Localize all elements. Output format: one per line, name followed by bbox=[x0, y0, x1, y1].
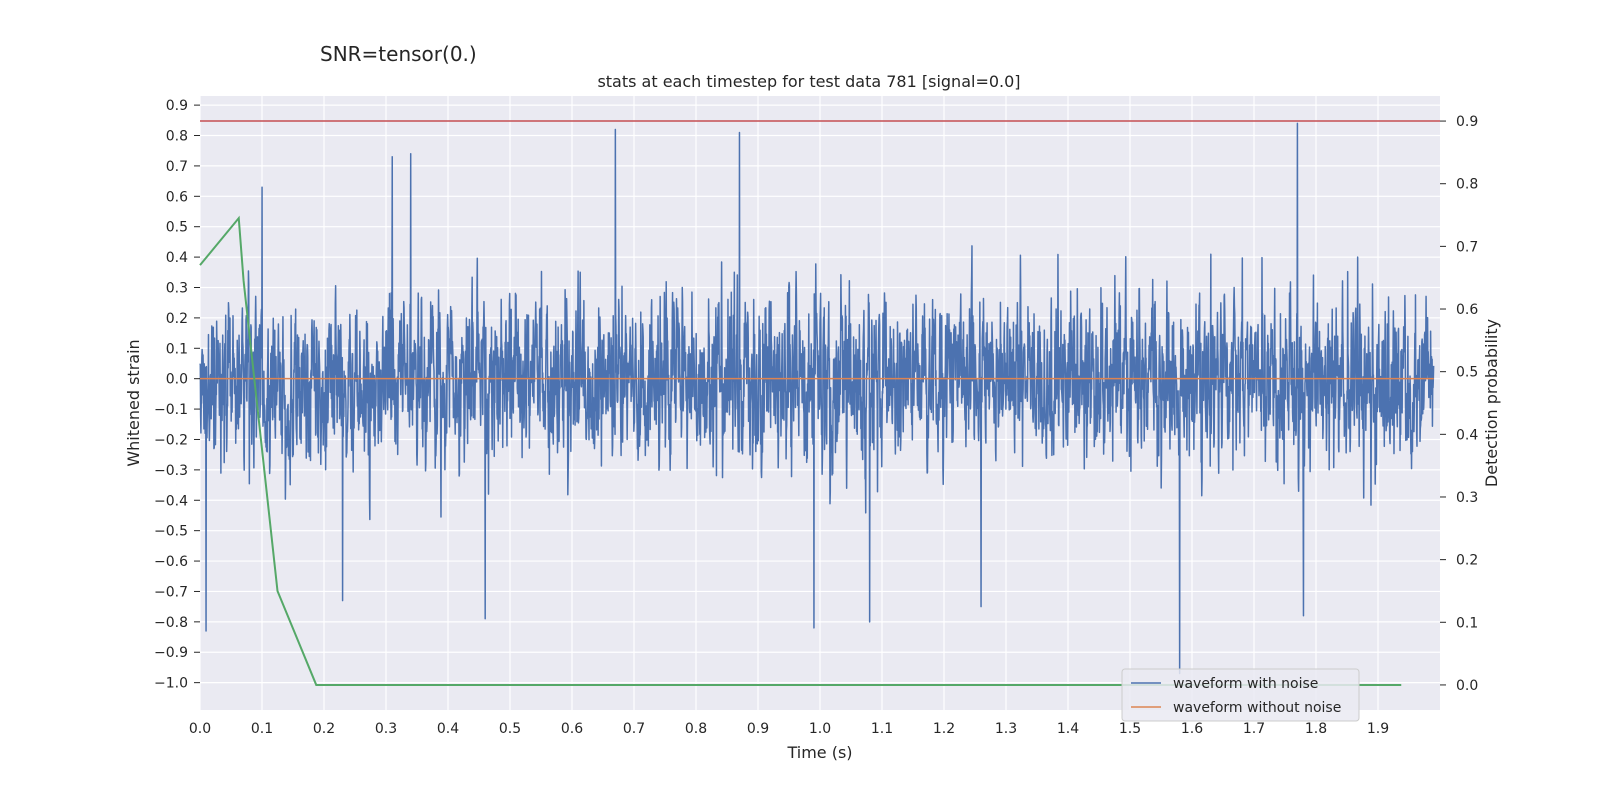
x-tick-label: 0.0 bbox=[189, 721, 211, 737]
chart-title: stats at each timestep for test data 781… bbox=[597, 72, 1020, 91]
y-tick-label: −1.0 bbox=[154, 676, 188, 692]
right-tick-label: 0.9 bbox=[1456, 114, 1478, 130]
x-tick-label: 1.0 bbox=[809, 721, 831, 737]
right-axis-ticks: 0.9 0.8 0.7 0.6 0.5 0.4 0.3 0.2 0.1 0.0 bbox=[1440, 114, 1478, 694]
y-tick-label: 0.0 bbox=[166, 372, 188, 388]
x-axis-label: Time (s) bbox=[786, 743, 852, 762]
x-tick-label: 0.7 bbox=[623, 721, 645, 737]
x-tick-label: 1.1 bbox=[871, 721, 893, 737]
x-tick-label: 1.9 bbox=[1367, 721, 1389, 737]
x-tick-label: 1.8 bbox=[1305, 721, 1327, 737]
x-axis-ticks: 0.0 0.1 0.2 0.3 0.4 0.5 0.6 0.7 0.8 0.9 1.0 1.1 1.2 1… bbox=[189, 721, 1389, 737]
right-tick-label: 0.4 bbox=[1456, 427, 1478, 443]
x-tick-label: 1.3 bbox=[995, 721, 1017, 737]
x-tick-label: 0.8 bbox=[685, 721, 707, 737]
y-tick-label: 0.5 bbox=[166, 220, 188, 236]
y-tick-label: −0.2 bbox=[154, 432, 188, 448]
right-axis-label: Detection probability bbox=[1482, 319, 1501, 487]
y-tick-label: 0.9 bbox=[166, 98, 188, 114]
y-tick-label: 0.8 bbox=[166, 129, 188, 145]
y-tick-label: −0.7 bbox=[154, 584, 188, 600]
x-tick-label: 0.5 bbox=[499, 721, 521, 737]
right-tick-label: 0.7 bbox=[1456, 239, 1478, 255]
x-tick-label: 0.6 bbox=[561, 721, 583, 737]
x-tick-label: 0.2 bbox=[313, 721, 335, 737]
legend-label-clean: waveform without noise bbox=[1173, 700, 1341, 716]
right-tick-label: 0.5 bbox=[1456, 365, 1478, 381]
x-tick-label: 0.9 bbox=[747, 721, 769, 737]
y-tick-label: −0.3 bbox=[154, 463, 188, 479]
y-tick-label: −0.9 bbox=[154, 645, 188, 661]
x-tick-label: 1.6 bbox=[1181, 721, 1203, 737]
right-tick-label: 0.8 bbox=[1456, 177, 1478, 193]
right-tick-label: 0.3 bbox=[1456, 490, 1478, 506]
y-tick-label: 0.2 bbox=[166, 311, 188, 327]
right-tick-label: 0.1 bbox=[1456, 615, 1478, 631]
y-tick-label: −0.1 bbox=[154, 402, 188, 418]
y-axis-ticks: 0.9 0.8 0.7 0.6 0.5 0.4 0.3 0.2 0.1 0.0 −0.1 −0.2 −0… bbox=[154, 98, 200, 692]
noisy-waveform-line bbox=[199, 122, 1435, 675]
x-tick-label: 0.3 bbox=[375, 721, 397, 737]
y-tick-label: −0.6 bbox=[154, 554, 188, 570]
x-tick-label: 1.5 bbox=[1119, 721, 1141, 737]
x-tick-label: 1.7 bbox=[1243, 721, 1265, 737]
y-tick-label: 0.7 bbox=[166, 159, 188, 175]
x-tick-label: 1.2 bbox=[933, 721, 955, 737]
legend-box bbox=[1121, 668, 1360, 722]
y-tick-label: 0.1 bbox=[166, 341, 188, 357]
y-tick-label: 0.4 bbox=[166, 250, 188, 266]
legend: waveform with noise waveform without noi… bbox=[1121, 668, 1360, 722]
detection-probability-line bbox=[199, 215, 1402, 686]
y-tick-label: 0.3 bbox=[166, 280, 188, 296]
y-tick-label: −0.8 bbox=[154, 615, 188, 631]
right-tick-label: 0.0 bbox=[1456, 678, 1478, 694]
x-tick-label: 0.4 bbox=[437, 721, 459, 737]
legend-label-noise: waveform with noise bbox=[1173, 676, 1318, 692]
y-tick-label: 0.6 bbox=[166, 189, 188, 205]
x-tick-label: 1.4 bbox=[1057, 721, 1079, 737]
y-tick-label: −0.4 bbox=[154, 493, 188, 509]
x-tick-label: 0.1 bbox=[251, 721, 273, 737]
y-tick-label: −0.5 bbox=[154, 524, 188, 540]
right-tick-label: 0.6 bbox=[1456, 302, 1478, 318]
series-layer bbox=[199, 120, 1440, 686]
y-axis-label: Whitened strain bbox=[124, 339, 143, 466]
right-tick-label: 0.2 bbox=[1456, 553, 1478, 569]
figure-suptitle: SNR=tensor(0.) bbox=[320, 42, 477, 66]
